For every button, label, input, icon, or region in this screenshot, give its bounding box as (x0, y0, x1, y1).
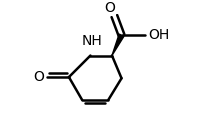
Text: O: O (33, 70, 44, 84)
Text: O: O (104, 1, 115, 15)
Polygon shape (112, 34, 124, 55)
Text: NH: NH (81, 34, 102, 48)
Text: OH: OH (148, 28, 169, 42)
